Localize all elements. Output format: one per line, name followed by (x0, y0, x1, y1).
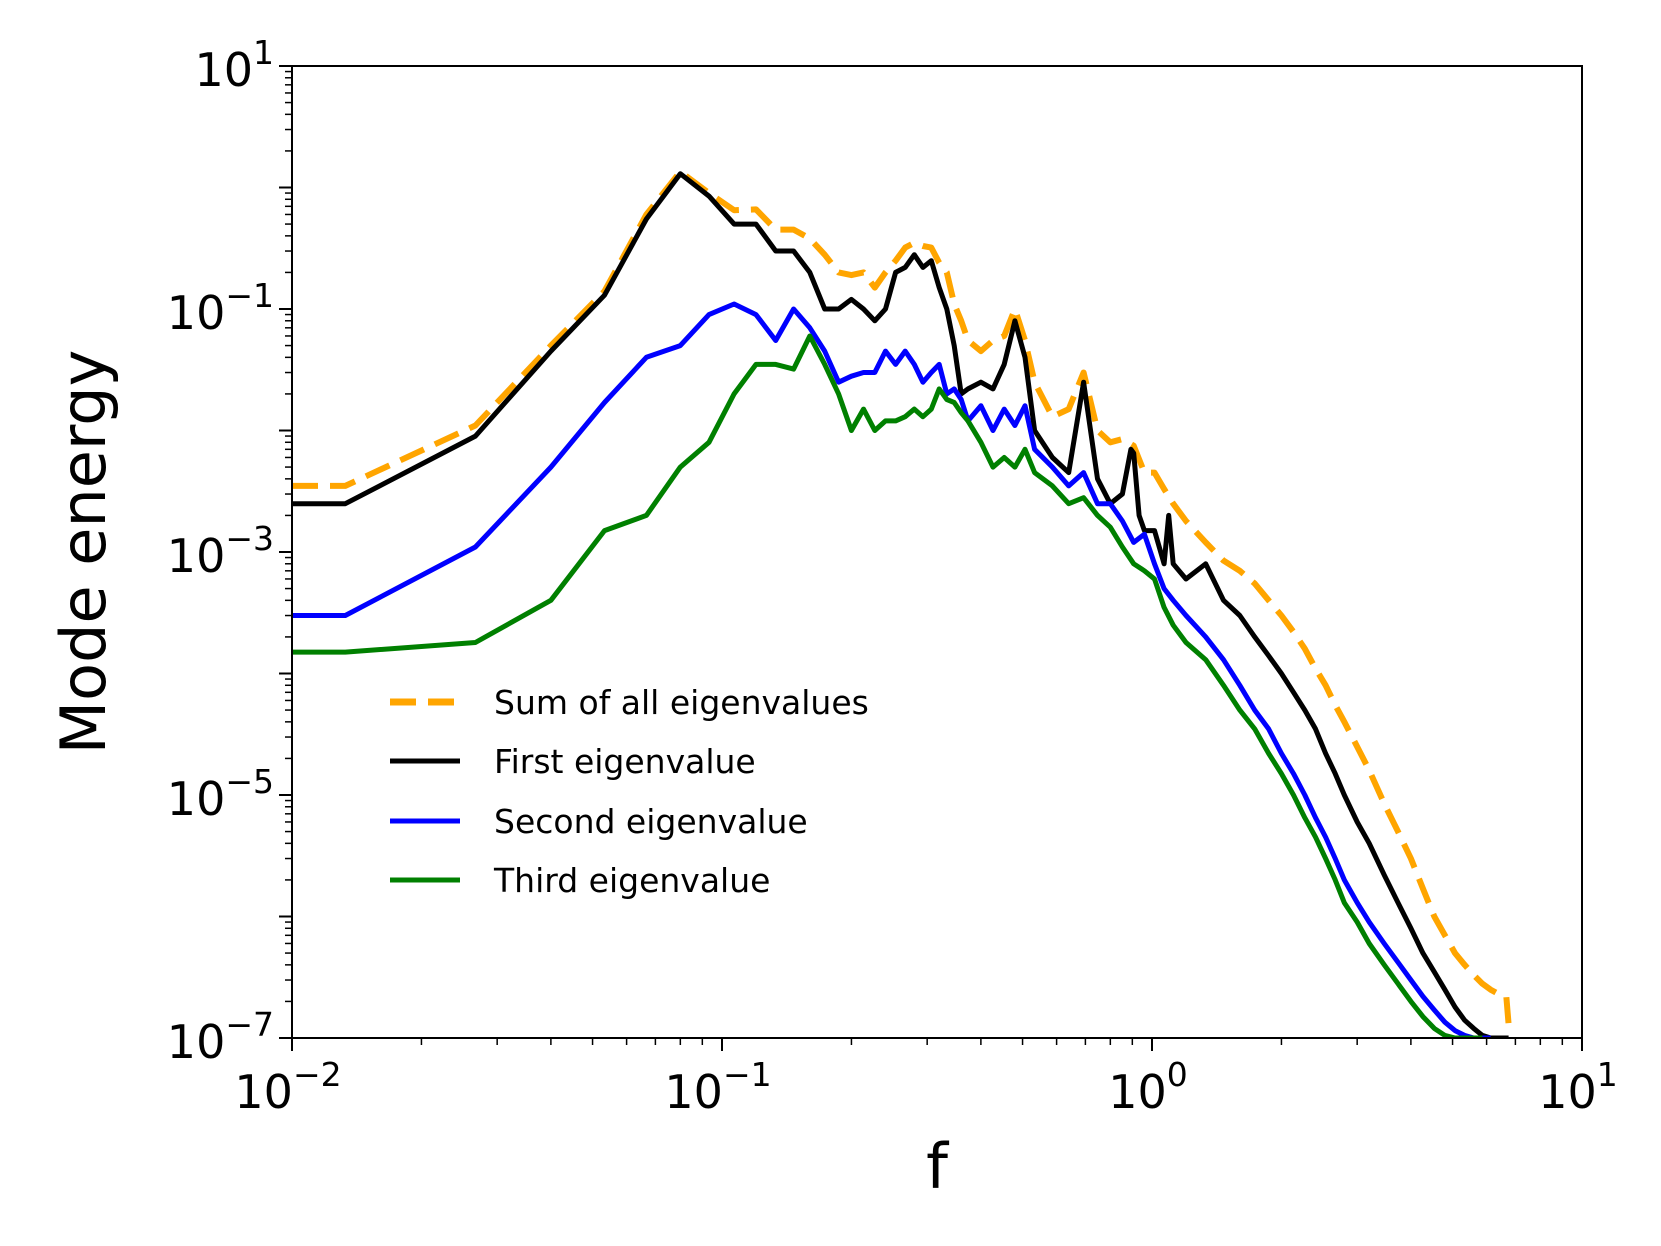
y-axis-label: Mode energy (47, 350, 120, 755)
x-axis-label: f (926, 1130, 950, 1203)
y-tick-label: 101 (194, 33, 274, 97)
x-tick-label: 100 (1108, 1055, 1188, 1119)
tick-labels-layer: 10−2 10−1 100 101 10−7 10−5 10−3 10−1 101 (167, 33, 1618, 1119)
y-tick-label: 10−1 (167, 276, 274, 340)
y-tick-label: 10−3 (167, 519, 274, 583)
x-tick-label: 10−2 (234, 1055, 341, 1119)
series-line-second (292, 301, 1491, 1038)
legend-label-sum: Sum of all eigenvalues (494, 683, 869, 722)
legend-label-first: First eigenvalue (494, 742, 756, 781)
series-line-sum (292, 168, 1512, 1025)
series-layer (292, 168, 1512, 1038)
y-tick-label: 10−5 (167, 762, 274, 826)
legend-label-third: Third eigenvalue (493, 861, 770, 900)
x-tick-label: 101 (1538, 1055, 1618, 1119)
ticks-layer (279, 65, 1583, 1051)
series-line-first (292, 171, 1509, 1038)
series-line-third (292, 333, 1483, 1038)
y-tick-label: 10−7 (167, 1005, 274, 1069)
x-tick-label: 10−1 (664, 1055, 771, 1119)
legend-label-second: Second eigenvalue (494, 802, 808, 841)
legend: Sum of all eigenvalues First eigenvalue … (390, 683, 869, 900)
